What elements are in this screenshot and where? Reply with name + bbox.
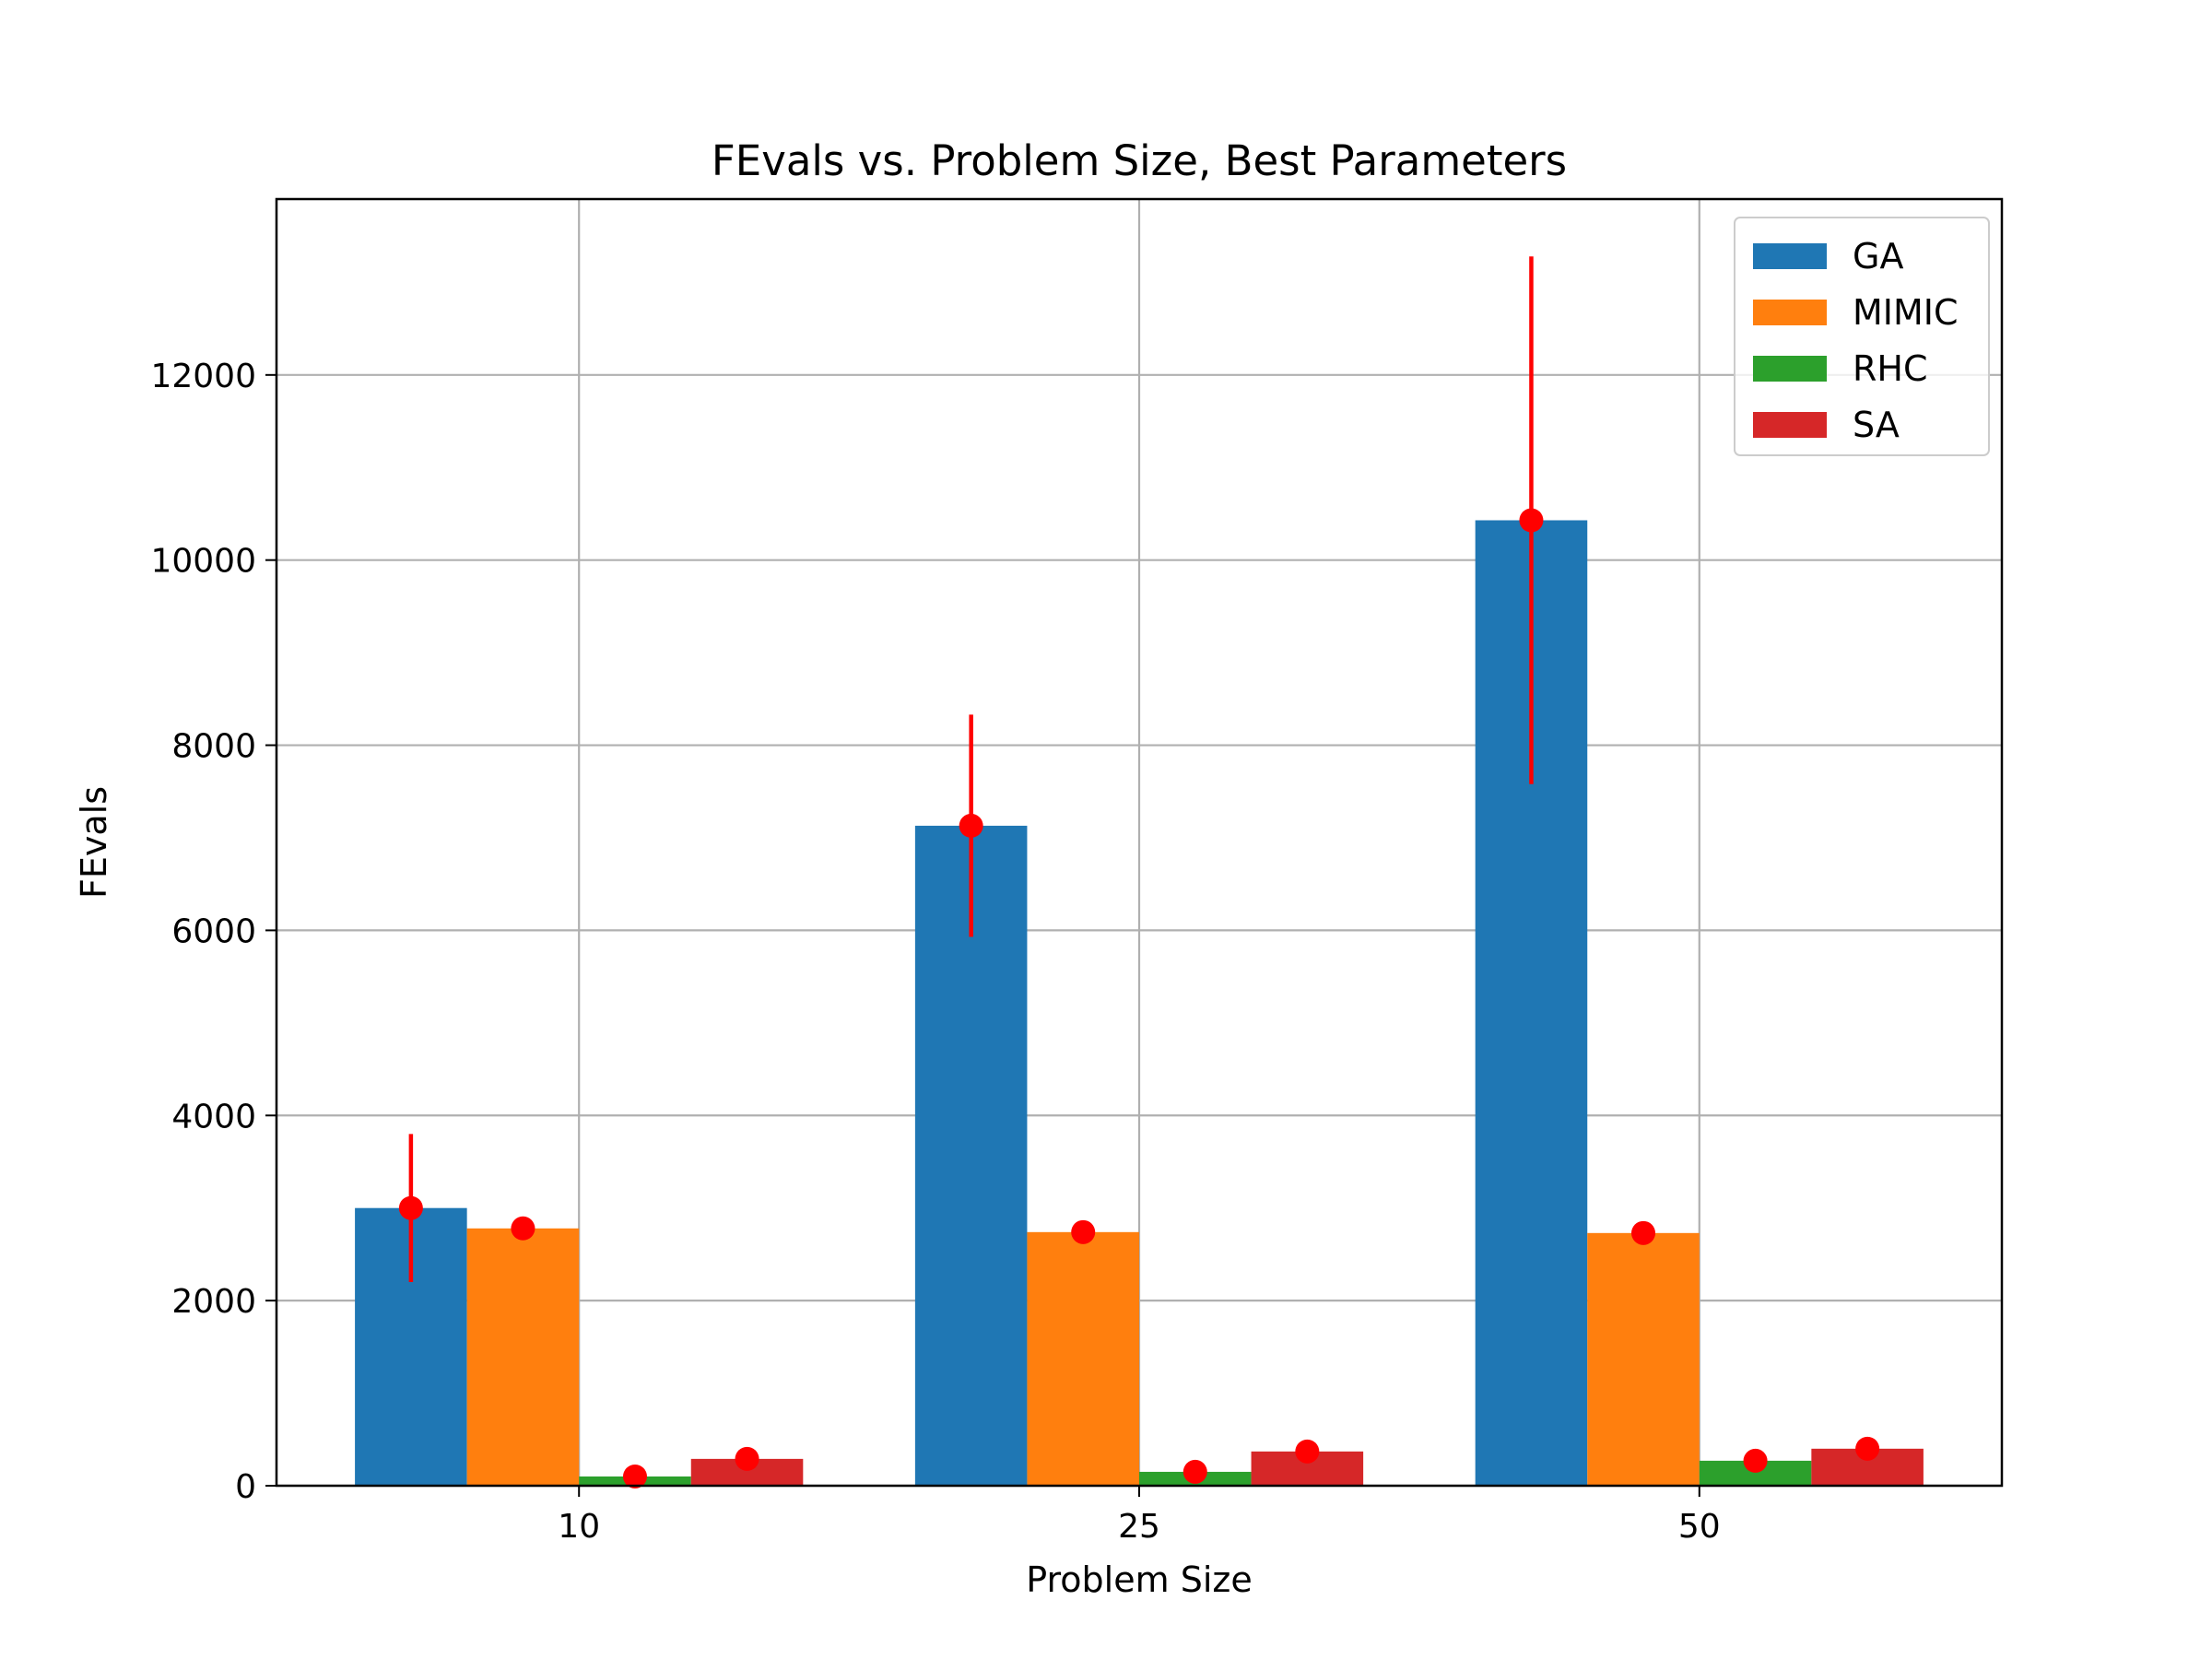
- bar-mimic-50: [1587, 1232, 1700, 1486]
- y-axis-label: FEvals: [74, 786, 114, 899]
- y-tick-label: 10000: [150, 543, 256, 581]
- x-tick-label: 10: [558, 1508, 600, 1546]
- mean-marker: [1295, 1439, 1320, 1464]
- y-tick-label: 4000: [171, 1098, 256, 1135]
- y-tick-label: 8000: [171, 728, 256, 766]
- chart-title: FEvals vs. Problem Size, Best Parameters: [712, 136, 1567, 185]
- mean-marker: [959, 813, 983, 838]
- x-tick-label: 25: [1118, 1508, 1160, 1546]
- legend-swatch-rhc: [1753, 356, 1827, 382]
- mean-marker: [398, 1195, 423, 1220]
- bar-mimic-25: [1027, 1231, 1139, 1486]
- legend-label-ga: GA: [1853, 236, 1903, 276]
- y-tick-label: 0: [235, 1468, 256, 1506]
- legend: GA MIMIC RHC SA: [1734, 217, 1990, 456]
- error-bars: [398, 256, 1880, 1488]
- legend-label-sa: SA: [1853, 405, 1900, 445]
- ticks: 10 25 50 0 2000 4000 6000 8000 10000 12000: [150, 358, 1720, 1546]
- y-tick-label: 6000: [171, 912, 256, 950]
- legend-label-mimic: MIMIC: [1853, 292, 1959, 333]
- bar-mimic-10: [466, 1228, 580, 1486]
- mean-marker: [1182, 1459, 1207, 1484]
- y-tick-label: 12000: [150, 358, 256, 395]
- legend-swatch-mimic: [1753, 300, 1827, 325]
- mean-marker: [511, 1216, 535, 1241]
- mean-marker: [735, 1446, 759, 1471]
- legend-label-rhc: RHC: [1853, 348, 1928, 389]
- y-tick-label: 2000: [171, 1283, 256, 1321]
- mean-marker: [1519, 508, 1544, 533]
- x-tick-label: 50: [1678, 1508, 1721, 1546]
- legend-box: [1734, 217, 1990, 456]
- mean-marker: [1631, 1220, 1656, 1245]
- x-axis-label: Problem Size: [1026, 1559, 1252, 1600]
- legend-swatch-ga: [1753, 243, 1827, 269]
- mean-marker: [1743, 1448, 1768, 1473]
- mean-marker: [1855, 1436, 1880, 1461]
- mean-marker: [1071, 1219, 1096, 1244]
- mean-marker: [622, 1464, 647, 1488]
- legend-swatch-sa: [1753, 412, 1827, 438]
